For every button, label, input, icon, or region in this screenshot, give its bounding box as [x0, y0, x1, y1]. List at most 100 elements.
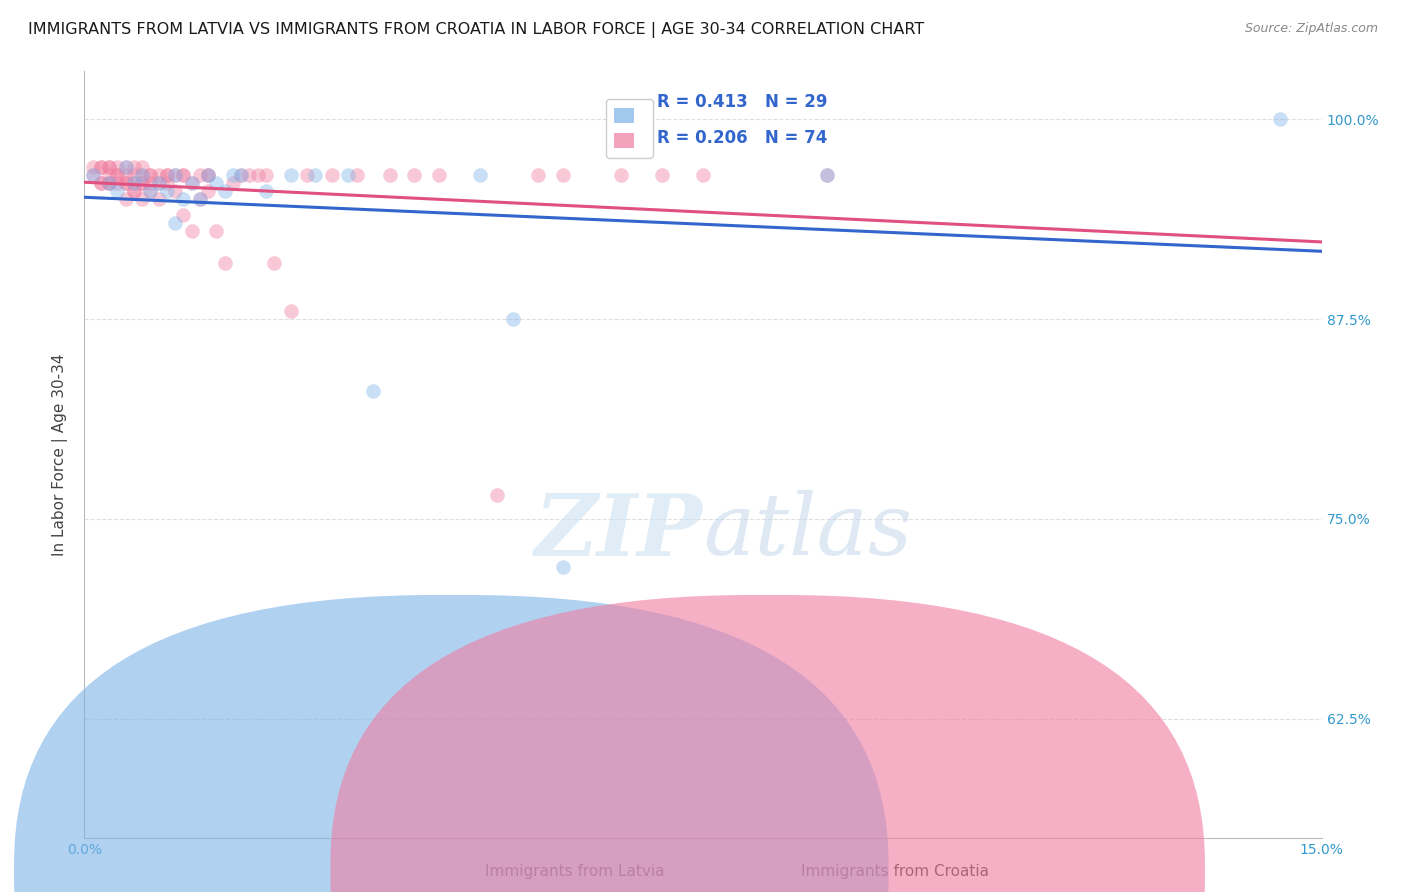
- Point: [651, 168, 673, 182]
- Point: [122, 168, 145, 182]
- Point: [82, 168, 104, 182]
- Point: [165, 216, 187, 230]
- Point: [156, 168, 179, 182]
- Point: [180, 176, 202, 190]
- Point: [165, 184, 187, 198]
- Point: [148, 192, 170, 206]
- Point: [105, 168, 128, 182]
- Point: [172, 168, 194, 182]
- Point: [321, 168, 343, 182]
- Point: [214, 256, 236, 270]
- Point: [122, 176, 145, 190]
- Point: [346, 168, 368, 182]
- Point: [404, 168, 426, 182]
- Y-axis label: In Labor Force | Age 30-34: In Labor Force | Age 30-34: [52, 353, 69, 557]
- Point: [815, 168, 838, 182]
- Text: Immigrants from Croatia: Immigrants from Croatia: [801, 864, 990, 879]
- Point: [815, 168, 838, 182]
- Point: [254, 184, 277, 198]
- Text: R = 0.413   N = 29: R = 0.413 N = 29: [657, 94, 828, 112]
- Point: [131, 161, 153, 175]
- Point: [131, 176, 153, 190]
- Point: [139, 184, 162, 198]
- Text: IMMIGRANTS FROM LATVIA VS IMMIGRANTS FROM CROATIA IN LABOR FORCE | AGE 30-34 COR: IMMIGRANTS FROM LATVIA VS IMMIGRANTS FRO…: [28, 22, 924, 38]
- Point: [90, 176, 112, 190]
- Point: [295, 168, 318, 182]
- Point: [131, 192, 153, 206]
- Point: [502, 312, 524, 326]
- Point: [470, 168, 492, 182]
- Point: [205, 176, 228, 190]
- Point: [139, 184, 162, 198]
- Point: [197, 168, 219, 182]
- Point: [165, 168, 187, 182]
- Point: [131, 176, 153, 190]
- Point: [114, 161, 136, 175]
- Point: [122, 176, 145, 190]
- Point: [148, 176, 170, 190]
- Point: [165, 168, 187, 182]
- Text: Immigrants from Latvia: Immigrants from Latvia: [485, 864, 665, 879]
- Point: [98, 176, 121, 190]
- Point: [692, 168, 714, 182]
- Point: [139, 168, 162, 182]
- Point: [214, 184, 236, 198]
- Legend: , : ,: [606, 99, 652, 158]
- Text: ZIP: ZIP: [536, 490, 703, 574]
- Point: [188, 168, 211, 182]
- Point: [1270, 112, 1292, 127]
- Point: [105, 161, 128, 175]
- Point: [551, 559, 574, 574]
- Point: [246, 168, 269, 182]
- Point: [337, 168, 360, 182]
- Point: [188, 192, 211, 206]
- Point: [122, 161, 145, 175]
- Point: [114, 161, 136, 175]
- Point: [180, 176, 202, 190]
- Point: [105, 184, 128, 198]
- Point: [427, 168, 450, 182]
- Point: [131, 168, 153, 182]
- Point: [90, 161, 112, 175]
- Point: [114, 176, 136, 190]
- Point: [139, 168, 162, 182]
- Point: [105, 176, 128, 190]
- Point: [205, 224, 228, 238]
- Point: [98, 161, 121, 175]
- Point: [378, 168, 401, 182]
- Point: [156, 184, 179, 198]
- Point: [122, 184, 145, 198]
- Point: [105, 168, 128, 182]
- Point: [263, 256, 285, 270]
- Text: Source: ZipAtlas.com: Source: ZipAtlas.com: [1244, 22, 1378, 36]
- Point: [148, 176, 170, 190]
- Point: [609, 168, 631, 182]
- Text: atlas: atlas: [703, 491, 912, 573]
- Point: [527, 168, 550, 182]
- Point: [229, 168, 252, 182]
- Point: [238, 168, 260, 182]
- Point: [148, 168, 170, 182]
- Point: [172, 168, 194, 182]
- Point: [90, 161, 112, 175]
- Point: [229, 168, 252, 182]
- Point: [114, 192, 136, 206]
- Point: [254, 168, 277, 182]
- Point: [551, 168, 574, 182]
- Point: [280, 168, 302, 182]
- Point: [114, 176, 136, 190]
- Point: [188, 192, 211, 206]
- Point: [197, 184, 219, 198]
- Point: [172, 208, 194, 222]
- Point: [139, 176, 162, 190]
- Point: [222, 176, 245, 190]
- Point: [98, 176, 121, 190]
- Point: [156, 176, 179, 190]
- Point: [122, 184, 145, 198]
- Point: [114, 168, 136, 182]
- Point: [90, 176, 112, 190]
- Point: [180, 224, 202, 238]
- Point: [304, 168, 326, 182]
- Point: [280, 304, 302, 318]
- Point: [98, 161, 121, 175]
